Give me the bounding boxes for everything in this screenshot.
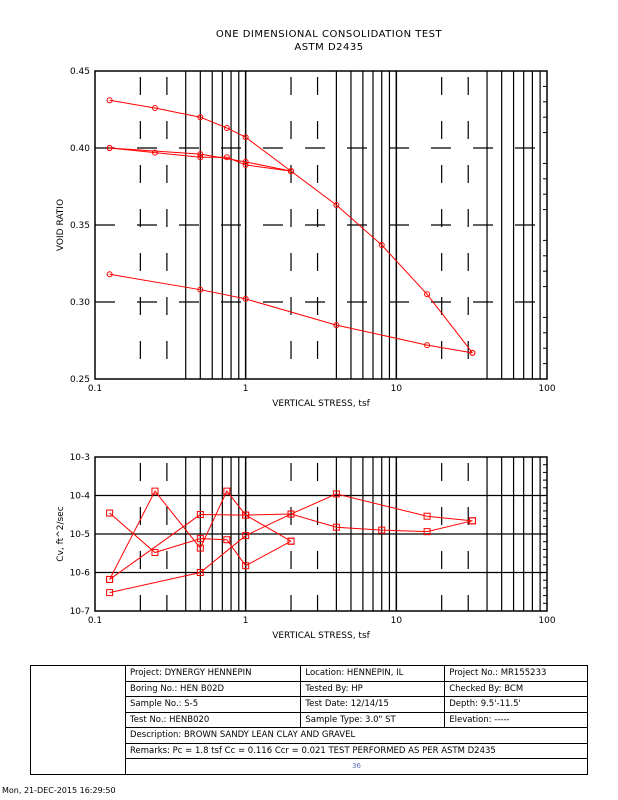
test-date: Test Date: 12/14/15 <box>300 696 446 713</box>
data-point <box>197 154 204 161</box>
plot-frame <box>94 456 548 612</box>
data-point <box>423 528 431 536</box>
remarks: Remarks: Pc = 1.8 tsf Cc = 0.116 Ccr = 0… <box>125 742 588 759</box>
data-point <box>242 295 249 302</box>
elevation: Elevation: ----- <box>444 711 588 728</box>
data-point <box>242 511 250 519</box>
series-line-unload-2 <box>109 273 473 354</box>
data-point <box>151 549 159 557</box>
data-point <box>223 154 230 161</box>
y-tick-label: 10-4 <box>70 492 91 502</box>
x-tick-label: 1 <box>243 616 249 626</box>
boring-no: Boring No.: HEN B02D <box>124 680 302 697</box>
data-point <box>196 544 204 552</box>
y-tick-label: 0.40 <box>70 144 90 154</box>
data-point <box>106 97 113 104</box>
data-point <box>242 532 250 540</box>
test-no: Test No.: HENB020 <box>124 711 302 728</box>
y-tick-label: 0.35 <box>70 221 90 231</box>
data-point <box>332 490 340 498</box>
data-point <box>242 161 249 168</box>
x-axis-label: VERTICAL STRESS, tsf <box>272 399 370 409</box>
series-line-cv-4 <box>109 513 473 594</box>
chart-subtitle: ASTM D2435 <box>294 42 364 53</box>
tested-by: Tested By: HP <box>300 680 446 697</box>
timestamp: Mon, 21-DEC-2015 16:29:50 <box>2 786 116 795</box>
series-line-cv-2 <box>109 490 292 580</box>
page-number: 36 <box>125 758 588 775</box>
data-point <box>197 286 204 293</box>
data-point <box>287 537 295 545</box>
data-point <box>106 271 113 278</box>
sample-type: Sample Type: 3.0" ST <box>300 711 446 728</box>
y-tick-label: 10-3 <box>70 453 90 463</box>
data-point <box>378 526 386 534</box>
info-table: Project: DYNERGY HENNEPIN Location: HENNE… <box>30 665 588 775</box>
y-axis-label: Cv, ft^2/sec <box>56 506 66 561</box>
series-line-reload <box>109 147 473 354</box>
x-axis-label: VERTICAL STRESS, tsf <box>272 631 370 641</box>
data-point <box>106 145 113 151</box>
x-tick-label: 10 <box>391 384 403 394</box>
y-tick-label: 10-6 <box>70 569 91 579</box>
data-point <box>423 512 431 520</box>
checked-by: Checked By: BCM <box>444 680 588 697</box>
project: Project: DYNERGY HENNEPIN <box>124 665 302 682</box>
data-point <box>288 168 295 175</box>
series-line-unload-1 <box>109 147 292 172</box>
depth: Depth: 9.5'-11.5' <box>444 696 588 713</box>
y-tick-label: 0.30 <box>70 298 90 308</box>
series-line-load-1 <box>109 99 292 172</box>
data-point <box>197 151 204 158</box>
y-tick-label: 0.25 <box>70 375 90 385</box>
data-point <box>287 510 295 518</box>
x-tick-label: 10 <box>391 616 403 626</box>
data-point <box>468 517 476 525</box>
x-tick-label: 1 <box>243 384 249 394</box>
data-point <box>151 149 158 156</box>
data-point <box>196 535 204 543</box>
data-point <box>332 523 340 531</box>
data-point <box>197 114 204 121</box>
x-tick-label: 0.1 <box>88 384 102 394</box>
location: Location: HENNEPIN, IL <box>300 665 446 682</box>
data-point <box>378 242 385 249</box>
y-axis-label: VOID RATIO <box>56 199 66 251</box>
data-point <box>242 134 249 141</box>
chart-title: ONE DIMENSIONAL CONSOLIDATION TEST <box>215 29 443 40</box>
y-tick-label: 0.45 <box>70 67 90 77</box>
data-point <box>196 569 204 576</box>
data-point <box>223 536 231 544</box>
series-line-cv-1 <box>109 512 292 567</box>
x-tick-label: 0.1 <box>88 616 102 626</box>
data-point <box>151 104 158 111</box>
data-point <box>469 349 476 356</box>
data-point <box>333 201 340 208</box>
data-point <box>242 158 249 165</box>
x-tick-label: 100 <box>538 384 555 394</box>
data-point <box>106 589 114 597</box>
data-point <box>106 575 114 583</box>
data-point <box>106 509 114 517</box>
y-tick-label: 10-7 <box>70 607 90 617</box>
sample-no: Sample No.: S-5 <box>124 696 302 713</box>
data-point <box>333 322 340 329</box>
description: Description: BROWN SANDY LEAN CLAY AND G… <box>125 727 588 744</box>
project-no: Project No.: MR155233 <box>444 665 588 682</box>
data-point <box>424 291 431 298</box>
logo-cell <box>30 665 126 775</box>
data-point <box>196 511 204 519</box>
plot-frame <box>94 70 548 380</box>
data-point <box>242 562 250 570</box>
y-tick-label: 10-5 <box>70 530 90 540</box>
data-point <box>424 342 431 349</box>
data-point <box>151 487 159 495</box>
data-point <box>223 487 231 495</box>
x-tick-label: 100 <box>538 616 555 626</box>
data-point <box>223 124 230 131</box>
